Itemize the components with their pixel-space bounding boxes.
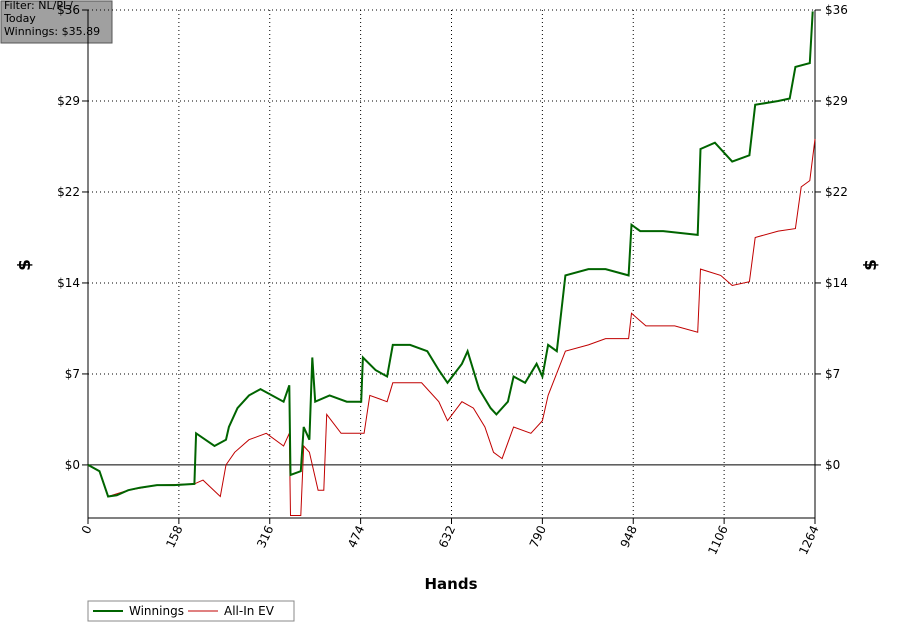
y-axis-title: $	[15, 259, 35, 271]
y2-tick-label: $36	[825, 3, 848, 17]
x-tick-label: 0	[79, 523, 95, 536]
y-tick-label: $7	[65, 367, 80, 381]
y-tick-label: $14	[57, 276, 80, 290]
y-tick-label: $36	[57, 3, 80, 17]
series-line	[87, 138, 816, 516]
y-tick-label: $22	[57, 185, 80, 199]
x-tick-label: 948	[618, 523, 640, 550]
x-tick-label: 474	[345, 523, 367, 550]
annotation: Winnings: $35.89	[4, 25, 100, 38]
x-tick-label: 1106	[705, 523, 731, 557]
x-axis-title: Hands	[424, 575, 477, 593]
y2-tick-label: $0	[825, 458, 840, 472]
y-tick-label: $0	[65, 458, 80, 472]
annotation: Filter: NL/PL/	[4, 0, 73, 12]
x-tick-label: 790	[527, 523, 549, 550]
legend-label: Winnings	[129, 604, 184, 618]
y2-tick-label: $22	[825, 185, 848, 199]
y2-tick-label: $29	[825, 94, 848, 108]
y2-tick-label: $7	[825, 367, 840, 381]
legend-label: All-In EV	[224, 604, 275, 618]
y2-tick-label: $14	[825, 276, 848, 290]
x-tick-label: 632	[436, 523, 458, 550]
annotation: Today	[3, 12, 36, 25]
series-line	[87, 11, 814, 498]
x-tick-label: 316	[254, 523, 276, 550]
filter-box	[0, 0, 113, 44]
x-tick-label: 1264	[796, 523, 822, 557]
x-tick-label: 158	[163, 523, 185, 550]
y2-axis-title: $	[861, 259, 881, 271]
y-tick-label: $29	[57, 94, 80, 108]
